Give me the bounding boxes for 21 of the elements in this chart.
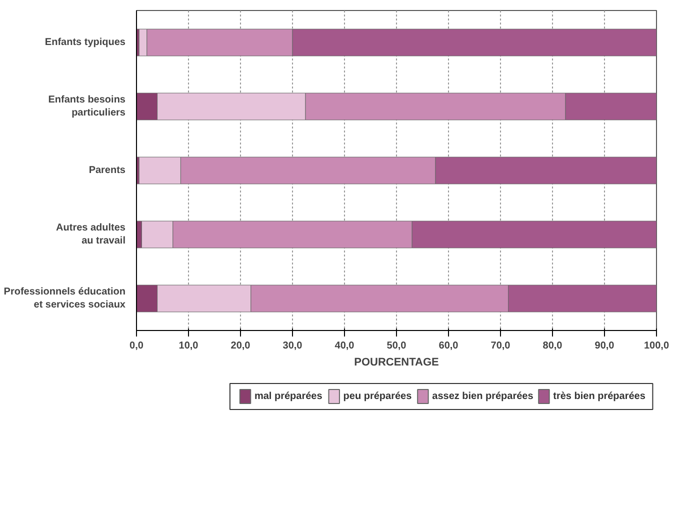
y-tick-label: Parents [88,165,126,176]
x-tick-label: 20,0 [230,340,251,352]
x-tick-label: 10,0 [178,340,199,352]
x-tick-label: 100,0 [644,340,670,352]
legend-label: assez bien préparées [432,391,534,402]
legend-label: très bien préparées [553,391,646,402]
x-axis-title: POURCENTAGE [354,356,439,368]
x-tick-label: 0,0 [130,340,144,352]
x-tick-label: 40,0 [334,340,355,352]
y-tick-label: Enfants typiques [44,37,126,48]
x-tick-label: 70,0 [490,340,511,352]
x-tick-label: 30,0 [282,340,303,352]
y-tick-label: Enfants besoins particuliers [48,94,126,119]
x-tick-label: 80,0 [542,340,563,352]
x-tick-label: 60,0 [438,340,459,352]
x-tick-label: 90,0 [594,340,615,352]
legend-label: peu préparées [343,391,412,402]
y-tick-label: Professionnels éducation et services sociaux [4,286,126,311]
x-tick-label: 50,0 [386,340,407,352]
y-tick-label: Autres adultes au travail [56,222,126,247]
legend-label: mal préparées [254,391,323,402]
